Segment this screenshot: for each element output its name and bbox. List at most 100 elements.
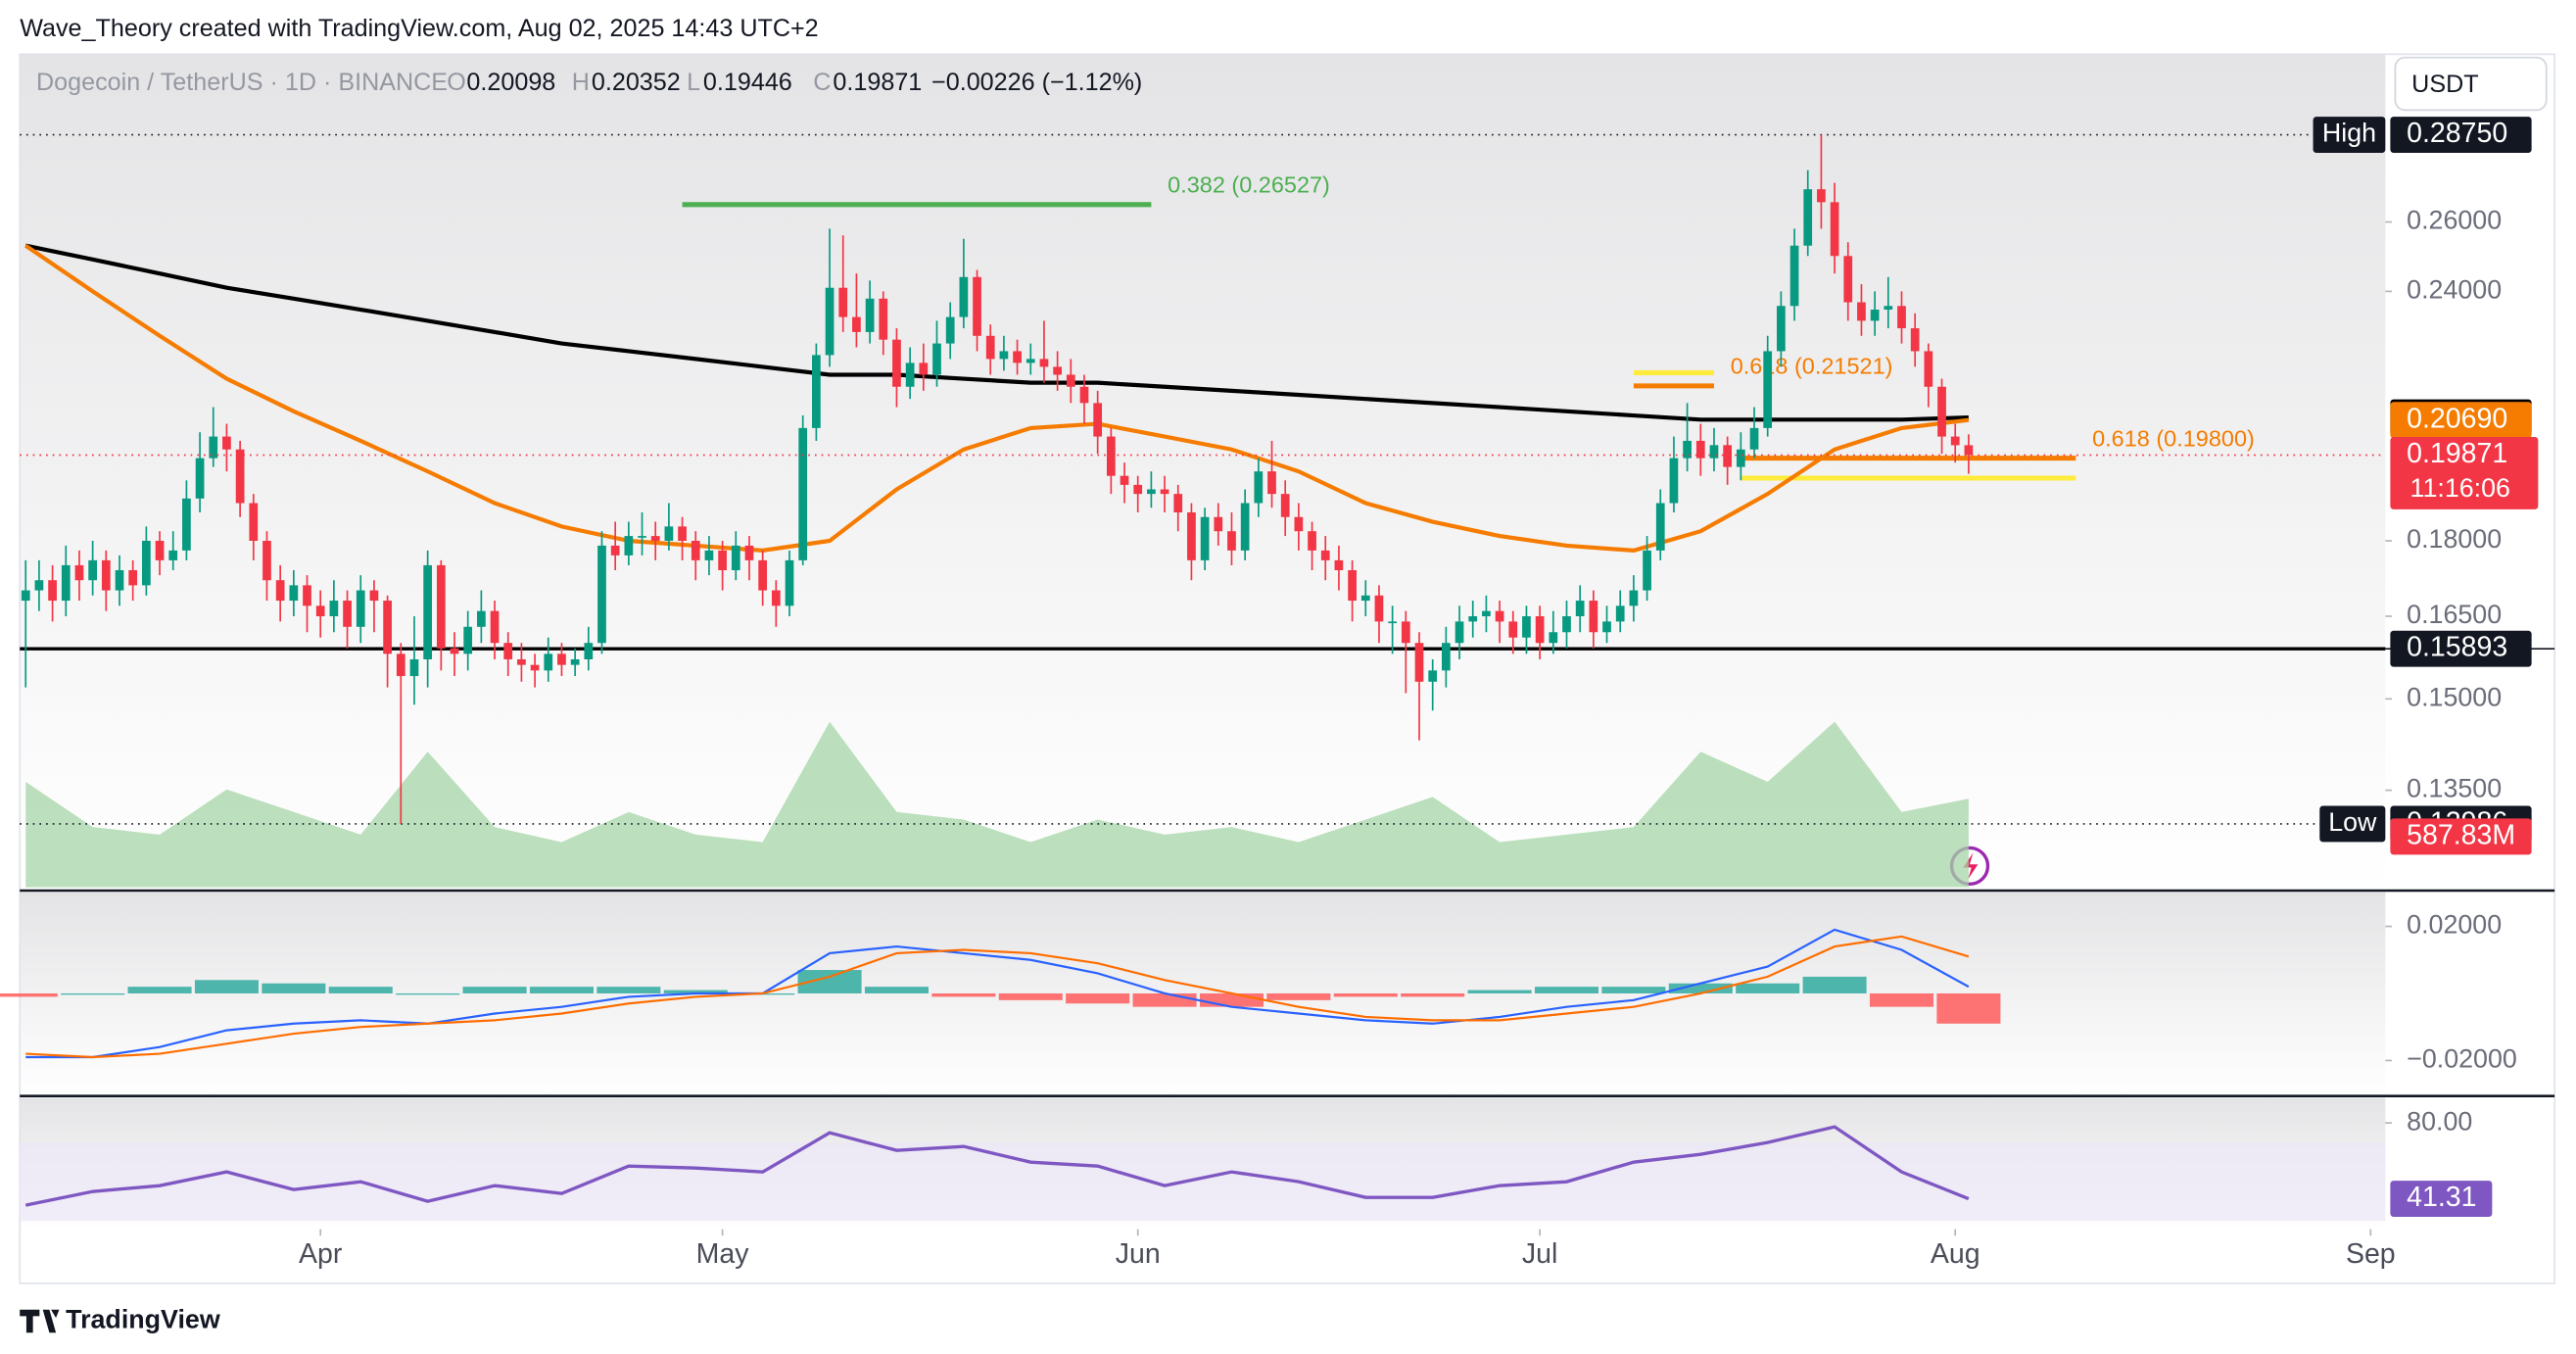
macd-histogram-bar xyxy=(1668,983,1733,993)
candle-body xyxy=(1254,471,1264,504)
currency[interactable]: USDT xyxy=(2411,71,2478,98)
candle-body xyxy=(383,601,392,654)
support-tag-bg xyxy=(2390,630,2532,667)
candle-body xyxy=(1455,621,1464,644)
macd-histogram-bar xyxy=(1266,992,1331,1000)
candle-body xyxy=(289,585,299,602)
alert-bolt[interactable] xyxy=(1963,852,1979,880)
candle-body xyxy=(1830,202,1839,257)
candle-body xyxy=(343,601,352,627)
candle-body xyxy=(115,569,124,591)
frame xyxy=(19,53,2555,1284)
macd-histogram-bar xyxy=(1333,992,1398,997)
macd-histogram-bar xyxy=(1534,987,1599,993)
brand: TradingView xyxy=(66,1305,220,1334)
fib-label: 0.618 (0.19800) xyxy=(2092,425,2255,451)
macd-histogram-bar xyxy=(1802,976,1867,993)
candle-body xyxy=(1308,531,1316,551)
candle-body xyxy=(610,545,620,556)
candle-body xyxy=(1763,351,1773,428)
x-tick-label: May xyxy=(696,1238,750,1270)
candle-body xyxy=(329,601,339,616)
candle-body xyxy=(825,287,835,356)
candle-body xyxy=(1106,436,1116,476)
macd-line xyxy=(25,928,1970,1059)
candle-body xyxy=(1522,615,1531,638)
y-tick-label: 0.26000 xyxy=(2407,206,2502,235)
candle-body xyxy=(1039,359,1049,367)
candle-body xyxy=(249,503,259,541)
countdown: 11:16:06 xyxy=(2410,473,2510,503)
candle-body xyxy=(303,585,311,606)
candle-body xyxy=(1053,366,1062,375)
candle-body xyxy=(1066,374,1075,387)
candle-body xyxy=(932,343,941,375)
candle-body xyxy=(544,653,553,671)
candle-body xyxy=(1401,621,1410,644)
x-tick-label: Jun xyxy=(1116,1238,1161,1270)
candle-body xyxy=(1214,516,1223,532)
candle-body xyxy=(490,610,500,644)
currency-button[interactable] xyxy=(2394,56,2548,112)
candle-body xyxy=(1294,516,1304,532)
candle-body xyxy=(959,276,969,317)
macd-histogram-bar xyxy=(462,987,527,993)
candle-body xyxy=(973,276,981,336)
candle-body xyxy=(798,427,808,560)
candle-body xyxy=(744,545,754,560)
x-tick-label: Apr xyxy=(299,1238,343,1270)
candle-body xyxy=(570,658,580,665)
low-tag: Low xyxy=(2328,807,2377,837)
open-value: 0.20098 xyxy=(466,69,555,96)
close-value: 0.19871 xyxy=(833,69,922,96)
candle-body xyxy=(758,559,768,591)
candle-body xyxy=(275,580,285,602)
price-tag: 0.19871 xyxy=(2407,438,2507,469)
candle-body xyxy=(1334,559,1344,570)
fib-label: 0.618 (0.21521) xyxy=(1731,354,1893,379)
ma-tag-bg xyxy=(2390,402,2532,439)
candle-body xyxy=(1897,306,1906,329)
support-tag: 0.15893 xyxy=(2407,632,2507,663)
candle-body xyxy=(74,564,84,581)
volume-tag: 587.83M xyxy=(2407,819,2515,850)
candle-body xyxy=(1736,449,1745,467)
candle-body xyxy=(450,648,459,654)
y-tick-label: 0.15000 xyxy=(2407,682,2502,711)
candle-body xyxy=(182,498,191,551)
candle-body xyxy=(1964,445,1974,456)
candle-body xyxy=(985,335,995,360)
candle-body xyxy=(785,559,794,606)
price-tag-bg xyxy=(2390,437,2539,509)
candle-body xyxy=(704,550,714,560)
h-letter: H xyxy=(572,69,590,96)
candle-body xyxy=(1643,550,1651,591)
signal-line xyxy=(25,935,1970,1059)
o-letter: O xyxy=(447,69,466,96)
candle-body xyxy=(1629,590,1639,606)
candle-body xyxy=(1026,359,1035,363)
candle-body xyxy=(945,316,955,344)
candle-body xyxy=(597,545,606,644)
macd-histogram-bar xyxy=(1401,992,1465,997)
candle-body xyxy=(1147,489,1156,495)
macd-histogram-bar xyxy=(596,987,661,993)
high-value-tag-bg xyxy=(2390,117,2532,154)
high-value: 0.20352 xyxy=(592,69,681,96)
macd-histogram-bar xyxy=(1066,992,1130,1004)
candle-body xyxy=(1374,595,1384,622)
candle-body xyxy=(1160,489,1169,495)
low-tag-bg xyxy=(2319,805,2386,843)
rsi-tag-bg xyxy=(2390,1181,2493,1217)
ma-tag: 0.20690 xyxy=(2407,403,2507,434)
symbol: Dogecoin / TetherUS · 1D · BINANCE xyxy=(36,69,448,96)
candle-body xyxy=(88,559,97,581)
candle-body xyxy=(463,626,473,654)
high-tag-bg xyxy=(2313,117,2386,154)
y-tick-label: 0.18000 xyxy=(2407,524,2502,554)
macd-histogram-bar xyxy=(396,992,460,995)
candle-body xyxy=(1562,615,1571,633)
candle-body xyxy=(61,564,71,602)
candle-body xyxy=(1615,605,1625,622)
